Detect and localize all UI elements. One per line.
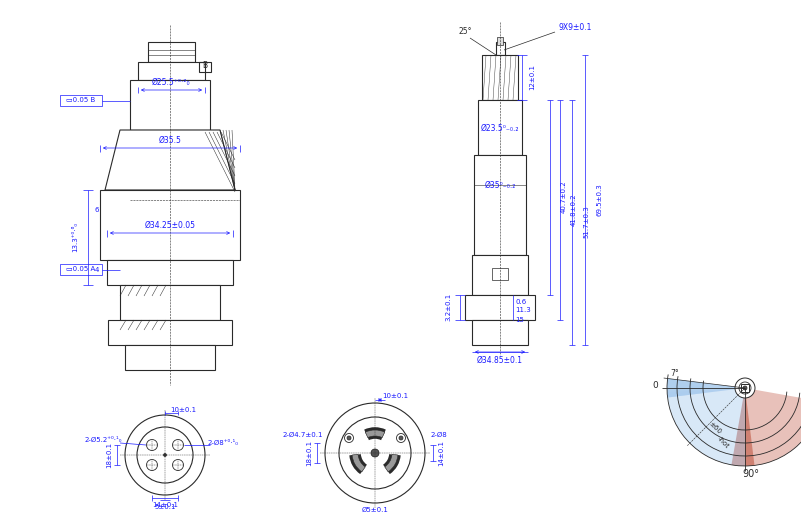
Text: 41.8±0.2: 41.8±0.2 bbox=[571, 194, 577, 227]
Text: 2-Ø4.7±0.1: 2-Ø4.7±0.1 bbox=[283, 432, 324, 438]
Wedge shape bbox=[365, 430, 384, 438]
Bar bbox=[199, 62, 211, 72]
Text: Ø25.5⁺⁰·²₀: Ø25.5⁺⁰·²₀ bbox=[151, 78, 191, 87]
Text: 9X9±0.1: 9X9±0.1 bbox=[558, 24, 592, 33]
Wedge shape bbox=[745, 388, 801, 466]
Bar bbox=[108, 320, 232, 345]
Text: 10±0.1: 10±0.1 bbox=[382, 393, 408, 399]
Circle shape bbox=[371, 449, 379, 457]
Text: 90°: 90° bbox=[743, 469, 759, 479]
Circle shape bbox=[325, 403, 425, 503]
Bar bbox=[120, 285, 220, 320]
Bar bbox=[496, 42, 505, 55]
Circle shape bbox=[399, 436, 403, 440]
Circle shape bbox=[125, 415, 205, 495]
Bar bbox=[60, 264, 102, 275]
Bar bbox=[125, 345, 215, 370]
Text: 2-Ø8: 2-Ø8 bbox=[431, 432, 448, 438]
Wedge shape bbox=[667, 379, 703, 398]
Circle shape bbox=[344, 433, 353, 442]
Bar bbox=[107, 260, 233, 285]
Bar bbox=[472, 320, 528, 345]
Wedge shape bbox=[352, 455, 365, 472]
Circle shape bbox=[347, 436, 351, 440]
Text: ▭0.05 A: ▭0.05 A bbox=[66, 266, 95, 272]
Bar bbox=[138, 62, 205, 80]
Wedge shape bbox=[667, 388, 745, 466]
Polygon shape bbox=[105, 130, 235, 190]
Bar bbox=[472, 255, 528, 295]
Bar bbox=[100, 190, 240, 260]
Text: 14±0.1: 14±0.1 bbox=[152, 502, 178, 508]
Text: 11.3: 11.3 bbox=[515, 307, 531, 313]
Text: Ø23.5⁰₋₀.₂: Ø23.5⁰₋₀.₂ bbox=[481, 124, 519, 133]
Text: 10±0.1: 10±0.1 bbox=[170, 407, 196, 413]
Text: 2-Ø5.2⁺⁰·¹₀: 2-Ø5.2⁺⁰·¹₀ bbox=[84, 437, 122, 443]
Text: Ø35.5: Ø35.5 bbox=[159, 136, 182, 145]
Text: 3.2±0.1: 3.2±0.1 bbox=[445, 293, 451, 321]
Wedge shape bbox=[384, 455, 398, 472]
Bar bbox=[474, 155, 526, 255]
Bar bbox=[465, 295, 535, 320]
Bar bbox=[482, 55, 518, 100]
Circle shape bbox=[163, 454, 167, 457]
Text: Ø34.85±0.1: Ø34.85±0.1 bbox=[477, 355, 523, 364]
Text: Ø5±0.1: Ø5±0.1 bbox=[361, 507, 388, 513]
Circle shape bbox=[735, 378, 755, 398]
Bar bbox=[60, 95, 102, 106]
Text: 69.5±0.3: 69.5±0.3 bbox=[596, 184, 602, 216]
Text: B: B bbox=[203, 61, 207, 71]
Text: 14±0.1: 14±0.1 bbox=[438, 440, 444, 466]
Text: ±60: ±60 bbox=[707, 421, 723, 436]
Bar bbox=[130, 80, 210, 130]
Text: 18±0.1: 18±0.1 bbox=[306, 440, 312, 466]
Text: 5±0.1: 5±0.1 bbox=[155, 504, 175, 510]
Circle shape bbox=[739, 382, 751, 394]
Text: 12±0.1: 12±0.1 bbox=[529, 64, 535, 90]
Text: 18±0.1: 18±0.1 bbox=[106, 442, 112, 468]
Text: 0: 0 bbox=[652, 381, 658, 390]
Wedge shape bbox=[731, 388, 755, 466]
Text: ▭0.05 B: ▭0.05 B bbox=[66, 97, 95, 103]
Bar bbox=[492, 268, 508, 280]
Text: Ø35⁰₋₀.₂: Ø35⁰₋₀.₂ bbox=[485, 181, 516, 190]
Text: 51.7±0.3: 51.7±0.3 bbox=[583, 205, 589, 238]
Text: 7°: 7° bbox=[670, 370, 679, 379]
Bar bbox=[148, 42, 195, 62]
Text: 4: 4 bbox=[95, 267, 99, 273]
Text: 2-Ø8⁺⁰·¹₀: 2-Ø8⁺⁰·¹₀ bbox=[207, 440, 239, 446]
Text: 40.7±0.2: 40.7±0.2 bbox=[561, 181, 567, 213]
Text: Ø34.25±0.05: Ø34.25±0.05 bbox=[144, 221, 195, 230]
Wedge shape bbox=[667, 379, 745, 398]
Bar bbox=[741, 384, 749, 392]
Bar bbox=[478, 100, 522, 155]
Text: 25°: 25° bbox=[458, 27, 472, 36]
Text: -hot: -hot bbox=[716, 436, 730, 450]
Circle shape bbox=[396, 433, 405, 442]
Bar bbox=[497, 37, 503, 45]
Text: 15: 15 bbox=[515, 317, 524, 323]
Text: 6: 6 bbox=[95, 207, 99, 213]
Text: 13.3⁺⁰·⁶₀: 13.3⁺⁰·⁶₀ bbox=[72, 222, 78, 252]
Circle shape bbox=[743, 386, 747, 390]
Text: 0.6: 0.6 bbox=[515, 299, 526, 305]
